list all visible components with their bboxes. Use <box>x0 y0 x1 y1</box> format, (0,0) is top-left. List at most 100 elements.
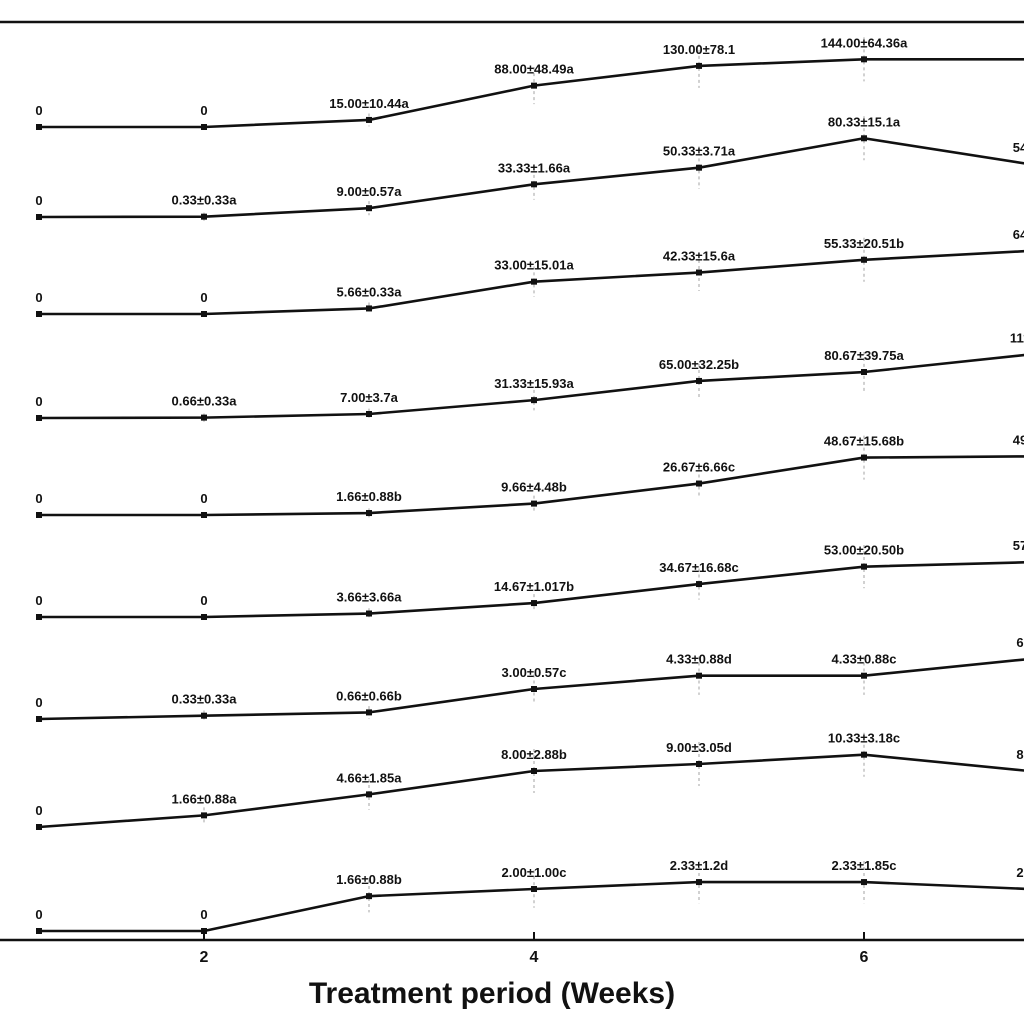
data-label: 0 <box>35 491 42 506</box>
series-layer: 0 0 15.00±10.44a 88.00±48.49a 130.00±78.1 144… <box>35 35 1024 934</box>
data-label: 49.67 <box>1013 432 1024 447</box>
data-label: 0.66±0.66b <box>336 688 402 703</box>
data-label: 111.30 <box>1010 331 1024 346</box>
data-point <box>531 181 537 188</box>
data-point <box>861 256 867 263</box>
data-point <box>201 311 207 317</box>
data-label: 10.33±3.18c <box>828 731 900 746</box>
data-point <box>696 377 702 384</box>
plot-frame <box>0 20 1024 942</box>
data-point <box>366 305 372 312</box>
data-label: 33.33±1.66a <box>498 160 571 175</box>
data-label: 80.33±15.1a <box>828 114 901 129</box>
data-point <box>201 213 207 220</box>
x-tick-label: 6 <box>860 949 869 966</box>
data-label: 54.00 <box>1013 140 1024 155</box>
data-point <box>36 928 42 934</box>
data-label: 0 <box>35 193 42 208</box>
x-tick-label: 2 <box>200 949 209 966</box>
data-point <box>696 581 702 588</box>
data-point <box>861 751 867 758</box>
data-point <box>861 672 867 679</box>
series-4: 0 0.66±0.33a 7.00±3.7a 31.33±15.93a 65.00±32… <box>35 331 1024 422</box>
data-label: 50.33±3.71a <box>663 144 736 159</box>
data-point <box>36 512 42 518</box>
data-point <box>36 415 42 421</box>
data-point <box>531 886 537 892</box>
data-label: 4.33±0.88d <box>666 652 732 667</box>
data-label: 0.33±0.33a <box>172 692 238 707</box>
data-point <box>696 480 702 487</box>
data-label: 15.00±10.44a <box>329 96 409 111</box>
data-label: 0 <box>200 103 207 118</box>
data-point <box>696 269 702 276</box>
data-label: 2.33±1.85c <box>832 858 897 873</box>
data-point <box>696 164 702 171</box>
data-point <box>366 510 372 517</box>
data-label: 0 <box>200 491 207 506</box>
series-7: 0 0.33±0.33a 0.66±0.66b 3.00±0.57c 4.33±0.88… <box>35 635 1024 722</box>
data-label: 4.33±0.88c <box>832 652 897 667</box>
data-point <box>201 512 207 518</box>
data-label: 0 <box>35 803 42 818</box>
data-point <box>201 614 207 620</box>
x-tick-label: 4 <box>530 949 539 966</box>
data-label: 8.00±2.88b <box>501 747 567 762</box>
data-label: 2.00±1.00c <box>502 865 567 880</box>
data-point <box>201 414 207 421</box>
data-label: 80.67±39.75a <box>824 348 904 363</box>
data-label: 3.66±3.66a <box>337 590 403 605</box>
data-label: 0.66±0.33a <box>172 394 238 409</box>
data-label: 1.66±0.88b <box>336 489 402 504</box>
data-point <box>531 686 537 692</box>
data-label: 33.00±15.01a <box>494 258 574 273</box>
data-label: 31.33±15.93a <box>494 376 574 391</box>
data-point <box>531 768 537 774</box>
x-axis-label: Treatment period (Weeks) <box>309 977 675 1010</box>
data-label: 34.67±16.68c <box>659 560 738 575</box>
data-label: 2.33±1.2d <box>670 858 729 873</box>
data-point <box>36 614 42 620</box>
data-point <box>366 411 372 418</box>
series-6: 0 0 3.66±3.66a 14.67±1.017b 34.67±16.68c 53.0… <box>35 538 1024 620</box>
data-label: 26.67±6.66c <box>663 460 735 475</box>
data-label: 6.00 <box>1016 635 1024 650</box>
data-label: 0 <box>35 695 42 710</box>
data-label: 42.33±15.6a <box>663 249 736 264</box>
data-point <box>36 824 42 830</box>
data-label: 9.00±3.05d <box>666 740 732 755</box>
data-point <box>366 893 372 900</box>
data-point <box>366 791 372 798</box>
data-point <box>861 369 867 376</box>
data-label: 144.00±64.36a <box>821 35 908 50</box>
series-8: 0 1.66±0.88a 4.66±1.85a 8.00±2.88b 9.00±3.05… <box>35 731 1024 830</box>
data-label: 88.00±48.49a <box>494 62 574 77</box>
data-point <box>861 563 867 570</box>
data-label: 55.33±20.51b <box>824 236 904 251</box>
data-point <box>201 928 207 934</box>
series-1: 0 0 15.00±10.44a 88.00±48.49a 130.00±78.1 144… <box>35 35 1024 130</box>
data-point <box>696 761 702 767</box>
data-point <box>531 600 537 607</box>
data-label: 0 <box>35 103 42 118</box>
data-point <box>201 124 207 130</box>
data-point <box>366 709 372 716</box>
data-label: 0.33±0.33a <box>172 193 238 208</box>
data-label: 53.00±20.50b <box>824 543 904 558</box>
data-point <box>36 214 42 220</box>
data-label: 130.00±78.1 <box>663 42 735 57</box>
data-label: 0 <box>35 290 42 305</box>
x-tick-layer: 2 4 6 <box>200 932 869 966</box>
series-9: 0 0 1.66±0.88b 2.00±1.00c 2.33±1.2d 2.33±1.85… <box>35 858 1024 934</box>
data-label: 1.66±0.88b <box>336 872 402 887</box>
data-label: 2.00 <box>1016 865 1024 880</box>
data-label: 5.66±0.33a <box>337 284 403 299</box>
data-label: 0 <box>35 907 42 922</box>
data-label: 9.66±4.48b <box>501 480 567 495</box>
data-label: 14.67±1.017b <box>494 579 574 594</box>
data-label: 64.33 <box>1013 227 1024 242</box>
data-point <box>36 311 42 317</box>
data-label: 7.00±3.7a <box>340 390 399 405</box>
data-label: 0 <box>35 394 42 409</box>
